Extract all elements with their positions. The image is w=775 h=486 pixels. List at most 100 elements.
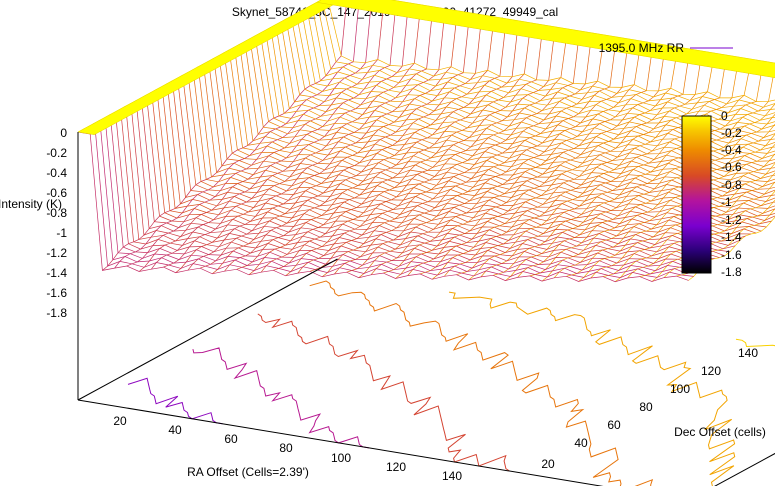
z-axis-label: Intensity (K)	[0, 197, 62, 211]
y-tick-label: 60	[607, 418, 621, 432]
x-tick-label: 20	[113, 414, 127, 428]
x-tick-label: 140	[442, 469, 462, 483]
surface-mesh-line	[140, 97, 751, 239]
surface-mesh-line	[223, 52, 775, 179]
z-tick-label: -1.4	[46, 266, 67, 280]
y-tick-label: 80	[639, 400, 653, 414]
colorbar-tick: -1.6	[721, 248, 742, 262]
z-axis-ticks: 0 -0.2 -0.4 -0.6 -0.8 -1 -1.2 -1.4 -1.6 …	[46, 126, 67, 320]
surface-mesh-line	[306, 7, 775, 112]
contour-line	[127, 377, 223, 425]
surface-mesh-line	[160, 86, 772, 225]
colorbar-tick: -1.4	[721, 230, 742, 244]
y-tick-label: 100	[670, 382, 690, 396]
z-tick-label: -1.6	[46, 286, 67, 300]
surface-mesh-line	[103, 117, 715, 264]
z-tick-label: -1.8	[46, 306, 67, 320]
surface-mesh-line	[676, 208, 775, 277]
surface-mesh-line	[244, 41, 775, 162]
surface-plateau	[77, 0, 343, 135]
z-tick-label: -0.2	[46, 146, 67, 160]
surface-mesh-line	[316, 1, 775, 102]
surface-mesh-line	[88, 126, 699, 275]
contour-line	[192, 347, 370, 449]
surface-mesh-line	[119, 109, 731, 253]
surface-mesh-line	[150, 92, 762, 232]
colorbar-tick: -0.4	[721, 143, 742, 157]
surface-mesh-line	[102, 0, 354, 271]
z-tick-label: -1	[56, 226, 67, 240]
surface-mesh-line	[249, 38, 775, 159]
base-axes	[77, 132, 775, 486]
surface-mesh-line	[290, 16, 775, 125]
x-tick-label: 60	[224, 432, 238, 446]
colorbar-tick: -0.8	[721, 178, 742, 192]
surface-mesh-line	[301, 10, 775, 117]
surface-mesh-line	[155, 89, 767, 228]
surface-mesh-line	[77, 131, 689, 283]
surface-mesh-line	[264, 30, 775, 147]
y-tick-label: 20	[541, 457, 555, 471]
surface-mesh-line	[269, 27, 775, 142]
colorbar-tick: -0.6	[721, 160, 742, 174]
surface-mesh-line	[228, 49, 775, 175]
surface-mesh-line	[83, 128, 694, 278]
surface-mesh-line	[166, 83, 775, 221]
x-tick-label: 100	[331, 451, 351, 465]
surface-mesh-line	[124, 106, 736, 250]
y-tick-label: 120	[701, 364, 721, 378]
z-tick-label: -0.6	[46, 186, 67, 200]
surface-mesh-line	[212, 58, 775, 187]
z-tick-label: -1.2	[46, 246, 67, 260]
x-axis-ticks: 20 40 60 80 100 120 140	[113, 414, 462, 483]
contour-line	[448, 291, 736, 486]
surface-mesh-line	[233, 47, 775, 171]
surface-mesh-line	[135, 100, 746, 242]
colorbar-gradient	[681, 115, 712, 274]
contour-line	[309, 280, 654, 486]
surface-mesh-line	[129, 103, 741, 246]
y-tick-label: 40	[574, 436, 588, 450]
surface-mesh-line	[114, 111, 725, 257]
surface-mesh	[77, 0, 775, 283]
colorbar-tick: -1.8	[721, 265, 742, 279]
z-tick-label: -0.4	[46, 166, 67, 180]
z-tick-label: -0.8	[46, 206, 67, 220]
contour-line	[257, 313, 510, 472]
surface-mesh-line	[171, 80, 775, 217]
surface-mesh-line	[109, 114, 720, 260]
surface-mesh-line	[98, 120, 710, 267]
legend-label: 1395.0 MHz RR	[599, 41, 685, 55]
z-tick-label: 0	[60, 126, 67, 140]
surface-mesh-line	[295, 13, 775, 121]
colorbar-tick: -1.2	[721, 213, 742, 227]
surface-mesh-line	[259, 32, 775, 151]
y-tick-label: 140	[738, 346, 758, 360]
surface-mesh-line	[280, 21, 775, 133]
surface-mesh-line	[297, 26, 558, 274]
y-axis-label: Dec Offset (cells)	[674, 425, 766, 439]
colorbar-tick: 0	[721, 109, 728, 123]
surface-mesh-line	[207, 61, 775, 190]
base-edge-line	[77, 258, 338, 401]
surface-mesh-line	[93, 123, 705, 272]
x-tick-label: 80	[279, 441, 293, 455]
colorbar-tick: -0.2	[721, 126, 742, 140]
surface-mesh-line	[275, 24, 775, 138]
surface-mesh-line	[285, 18, 775, 130]
colorbar-tick: -1	[721, 195, 732, 209]
surface-mesh-line	[238, 44, 775, 167]
x-tick-label: 120	[386, 460, 406, 474]
contour-lines	[127, 280, 775, 486]
surface-mesh-line	[688, 216, 775, 281]
surface-plateau	[315, 0, 775, 78]
x-tick-label: 40	[168, 423, 182, 437]
x-axis-label: RA Offset (Cells=2.39')	[187, 465, 309, 479]
surface-mesh-line	[254, 35, 775, 154]
legend: 1395.0 MHz RR	[599, 41, 733, 55]
colorbar: 0 -0.2 -0.4 -0.6 -0.8 -1 -1.2 -1.4 -1.6 …	[681, 109, 742, 279]
surface-mesh-line	[218, 55, 775, 182]
x-axis-line	[77, 399, 604, 486]
y-axis-line	[714, 452, 775, 486]
